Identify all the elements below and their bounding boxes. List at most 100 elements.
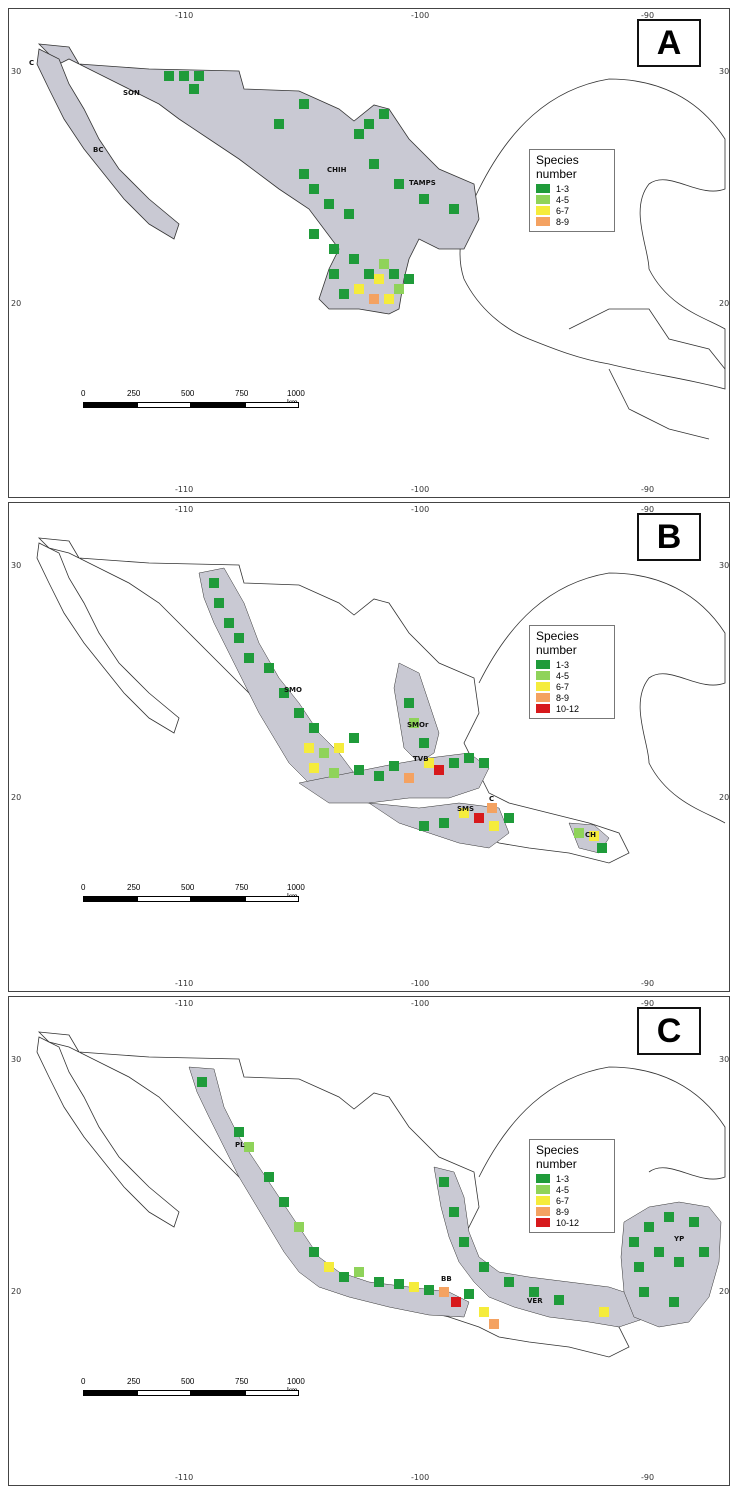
region-label: SMS: [457, 805, 475, 813]
species-cells-b: [209, 578, 607, 853]
legend-item: 8-9: [536, 1206, 608, 1217]
lat-label: 20: [11, 1287, 22, 1296]
baja-california: [36, 1036, 180, 1228]
scale-segment: [137, 1390, 191, 1396]
legend-swatch: [536, 671, 550, 680]
legend-label: 8-9: [556, 1206, 570, 1217]
legend-label: 4-5: [556, 1184, 570, 1195]
legend-swatch: [536, 217, 550, 226]
scale-segment: [83, 896, 137, 902]
scale-label: 0: [81, 389, 86, 398]
lon-label: -90: [641, 979, 655, 988]
legend-swatch: [536, 1218, 550, 1227]
lon-label: -110: [175, 979, 194, 988]
scale-bar: 0 250 500 750 1000 km: [81, 389, 305, 419]
legend: Species number 1-3 4-5 6-7 8-9: [529, 149, 615, 232]
legend-label: 1-3: [556, 659, 570, 670]
scale-bar: 0 250 500 750 1000 km: [81, 1377, 305, 1407]
legend-label: 8-9: [556, 216, 570, 227]
scale-segment: [245, 402, 299, 408]
lat-label: 30: [11, 561, 22, 570]
lon-label: -110: [175, 999, 194, 1008]
legend-label: 1-3: [556, 183, 570, 194]
baja-california: [36, 542, 180, 734]
legend-label: 8-9: [556, 692, 570, 703]
lat-label: 30: [719, 1055, 730, 1064]
legend-item: 4-5: [536, 1184, 608, 1195]
scale-label: 750: [235, 883, 249, 892]
gulf-coastline: [478, 1066, 726, 1180]
legend-label: 10-12: [556, 1217, 580, 1228]
scale-label: 750: [235, 1377, 249, 1386]
legend-swatch: [536, 1185, 550, 1194]
gulf-coastline: [478, 572, 726, 824]
species-cells-c: [197, 1077, 709, 1329]
scale-label: 500: [181, 883, 195, 892]
legend-item: 8-9: [536, 692, 608, 703]
scale-label: 500: [181, 389, 195, 398]
pacific-lowlands: [188, 1066, 470, 1318]
lon-label: -90: [641, 505, 655, 514]
legend-title: Species number: [536, 629, 579, 657]
legend-swatch: [536, 704, 550, 713]
mexico-outline: [37, 1031, 630, 1358]
lat-label: 20: [719, 1287, 730, 1296]
sierra-madre-oriental: [393, 662, 440, 764]
region-label: SMO: [284, 686, 302, 694]
legend-label: 6-7: [556, 205, 570, 216]
legend-swatch: [536, 682, 550, 691]
region-label: TVB: [413, 755, 429, 763]
region-label: PL: [235, 1141, 245, 1149]
map-canvas: [36, 1031, 726, 1358]
legend-swatch: [536, 206, 550, 215]
region-label: CHIH: [327, 166, 347, 174]
legend-item: 6-7: [536, 205, 608, 216]
lat-label: 30: [11, 67, 22, 76]
legend-item: 1-3: [536, 183, 608, 194]
baja-california: [36, 48, 180, 240]
lon-label: -100: [411, 11, 430, 20]
scale-segment: [245, 896, 299, 902]
legend-item: 6-7: [536, 681, 608, 692]
region-label: YP: [674, 1235, 685, 1243]
scale-label: 0: [81, 883, 86, 892]
lon-label: -100: [411, 1473, 430, 1482]
map-canvas: [36, 537, 726, 864]
legend-title: Species number: [536, 153, 579, 181]
scale-segment: [191, 896, 245, 902]
lat-label: 30: [11, 1055, 22, 1064]
central-america-outline: [568, 308, 726, 440]
species-cells-a: [164, 71, 459, 304]
region-label: CH: [585, 831, 596, 839]
legend-title: Species number: [536, 1143, 579, 1171]
legend-swatch: [536, 1196, 550, 1205]
legend-item: 1-3: [536, 1173, 608, 1184]
lat-label: 20: [11, 299, 22, 308]
lon-label: -110: [175, 11, 194, 20]
lon-label: -110: [175, 485, 194, 494]
legend-swatch: [536, 195, 550, 204]
lat-label: 20: [719, 793, 730, 802]
legend-item: 6-7: [536, 1195, 608, 1206]
legend: Species number 1-3 4-5 6-7 8-9 10-12: [529, 625, 615, 719]
lat-label: 20: [719, 299, 730, 308]
legend-swatch: [536, 1174, 550, 1183]
region-label: VER: [527, 1297, 543, 1305]
legend-swatch: [536, 660, 550, 669]
legend-item: 4-5: [536, 670, 608, 681]
legend-label: 10-12: [556, 703, 580, 714]
map-panel-c: -110 -100 -90 -110 -100 -90 30 20 30 20 …: [8, 996, 730, 1486]
legend-swatch: [536, 693, 550, 702]
map-panel-a: -110 -100 -90 -110 -100 -90 30 20 30 20 …: [8, 8, 730, 498]
lat-label: 20: [11, 793, 22, 802]
lon-label: -100: [411, 979, 430, 988]
scale-segment: [83, 1390, 137, 1396]
scale-label: 750: [235, 389, 249, 398]
legend-label: 4-5: [556, 670, 570, 681]
lon-label: -90: [641, 485, 655, 494]
lon-label: -110: [175, 1473, 194, 1482]
region-label: TAMPS: [409, 179, 436, 187]
legend-item: 10-12: [536, 1217, 608, 1228]
region-label: C: [489, 795, 495, 803]
lon-label: -100: [411, 505, 430, 514]
